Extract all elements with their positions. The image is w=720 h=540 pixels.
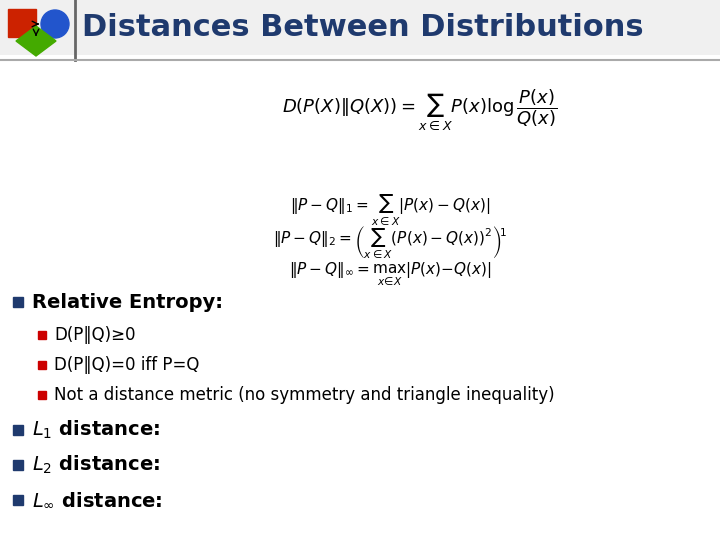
- FancyBboxPatch shape: [13, 297, 23, 307]
- Text: D(P‖Q)≥0: D(P‖Q)≥0: [54, 326, 135, 344]
- FancyBboxPatch shape: [38, 391, 46, 399]
- FancyBboxPatch shape: [13, 460, 23, 470]
- FancyBboxPatch shape: [0, 0, 720, 55]
- Text: $L_2$ distance:: $L_2$ distance:: [32, 454, 160, 476]
- Text: $L_1$ distance:: $L_1$ distance:: [32, 419, 160, 441]
- FancyBboxPatch shape: [8, 9, 36, 37]
- Circle shape: [41, 10, 69, 38]
- Text: D(P‖Q)=0 iff P=Q: D(P‖Q)=0 iff P=Q: [54, 356, 199, 374]
- Text: Relative Entropy:: Relative Entropy:: [32, 293, 223, 312]
- Text: $\|P - Q\|_2 = \left(\sum_{x\in X} (P(x) - Q(x))^2\right)^{\!1}$: $\|P - Q\|_2 = \left(\sum_{x\in X} (P(x)…: [273, 224, 508, 260]
- FancyBboxPatch shape: [38, 331, 46, 339]
- FancyBboxPatch shape: [13, 425, 23, 435]
- Text: Distances Between Distributions: Distances Between Distributions: [82, 14, 644, 43]
- Text: Not a distance metric (no symmetry and triangle inequality): Not a distance metric (no symmetry and t…: [54, 386, 554, 404]
- Text: $L_{\infty}$ distance:: $L_{\infty}$ distance:: [32, 490, 163, 510]
- Polygon shape: [16, 26, 56, 56]
- FancyBboxPatch shape: [38, 361, 46, 369]
- Text: $\|P - Q\|_1 = \sum_{x\in X} |P(x) - Q(x)|$: $\|P - Q\|_1 = \sum_{x\in X} |P(x) - Q(x…: [289, 193, 490, 227]
- Text: $D(P(X)\|Q(X)) = \sum_{x\in X} P(x)\log\dfrac{P(x)}{Q(x)}$: $D(P(X)\|Q(X)) = \sum_{x\in X} P(x)\log\…: [282, 88, 558, 132]
- Text: $\|P - Q\|_{\infty} = \max_{x\in X} |P(x) - Q(x)|$: $\|P - Q\|_{\infty} = \max_{x\in X} |P(x…: [289, 261, 491, 287]
- FancyBboxPatch shape: [13, 495, 23, 505]
